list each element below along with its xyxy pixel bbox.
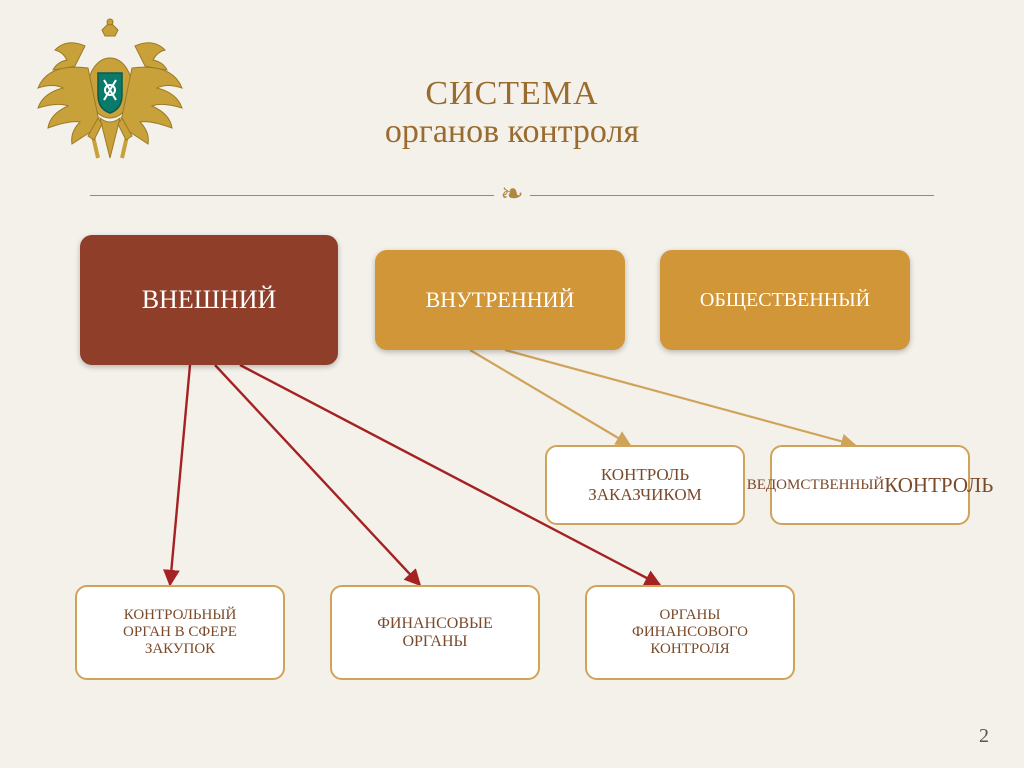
primary-box-0: ВНЕШНИЙ [80, 235, 338, 365]
secondary-box-0: КОНТРОЛЬ ЗАКАЗЧИКОМ [545, 445, 745, 525]
divider-line-left [90, 195, 494, 196]
slide-root: СИСТЕМА органов контроля ❧ ВНЕШНИЙ ВНУТРЕ… [0, 0, 1024, 768]
title-line-1: СИСТЕМА [0, 75, 1024, 113]
primary-box-2: ОБЩЕСТВЕННЫЙ [660, 250, 910, 350]
secondary-box-1: ВЕДОМСТВЕННЫЙКОНТРОЛЬ [770, 445, 970, 525]
secondary-box-4: ОРГАНЫФИНАНСОВОГОКОНТРОЛЯ [585, 585, 795, 680]
title-divider: ❧ [90, 180, 934, 210]
connector-1 [215, 365, 420, 585]
page-number: 2 [979, 725, 989, 748]
slide-title: СИСТЕМА органов контроля [0, 75, 1024, 151]
flourish-icon: ❧ [494, 181, 529, 209]
connector-0 [170, 365, 190, 585]
divider-line-right [530, 195, 934, 196]
secondary-box-2: КОНТРОЛЬНЫЙОРГАН В СФЕРЕЗАКУПОК [75, 585, 285, 680]
title-line-2: органов контроля [0, 113, 1024, 151]
secondary-box-3: ФИНАНСОВЫЕОРГАНЫ [330, 585, 540, 680]
primary-box-1: ВНУТРЕННИЙ [375, 250, 625, 350]
connector-3 [470, 350, 630, 445]
connector-4 [505, 350, 855, 445]
